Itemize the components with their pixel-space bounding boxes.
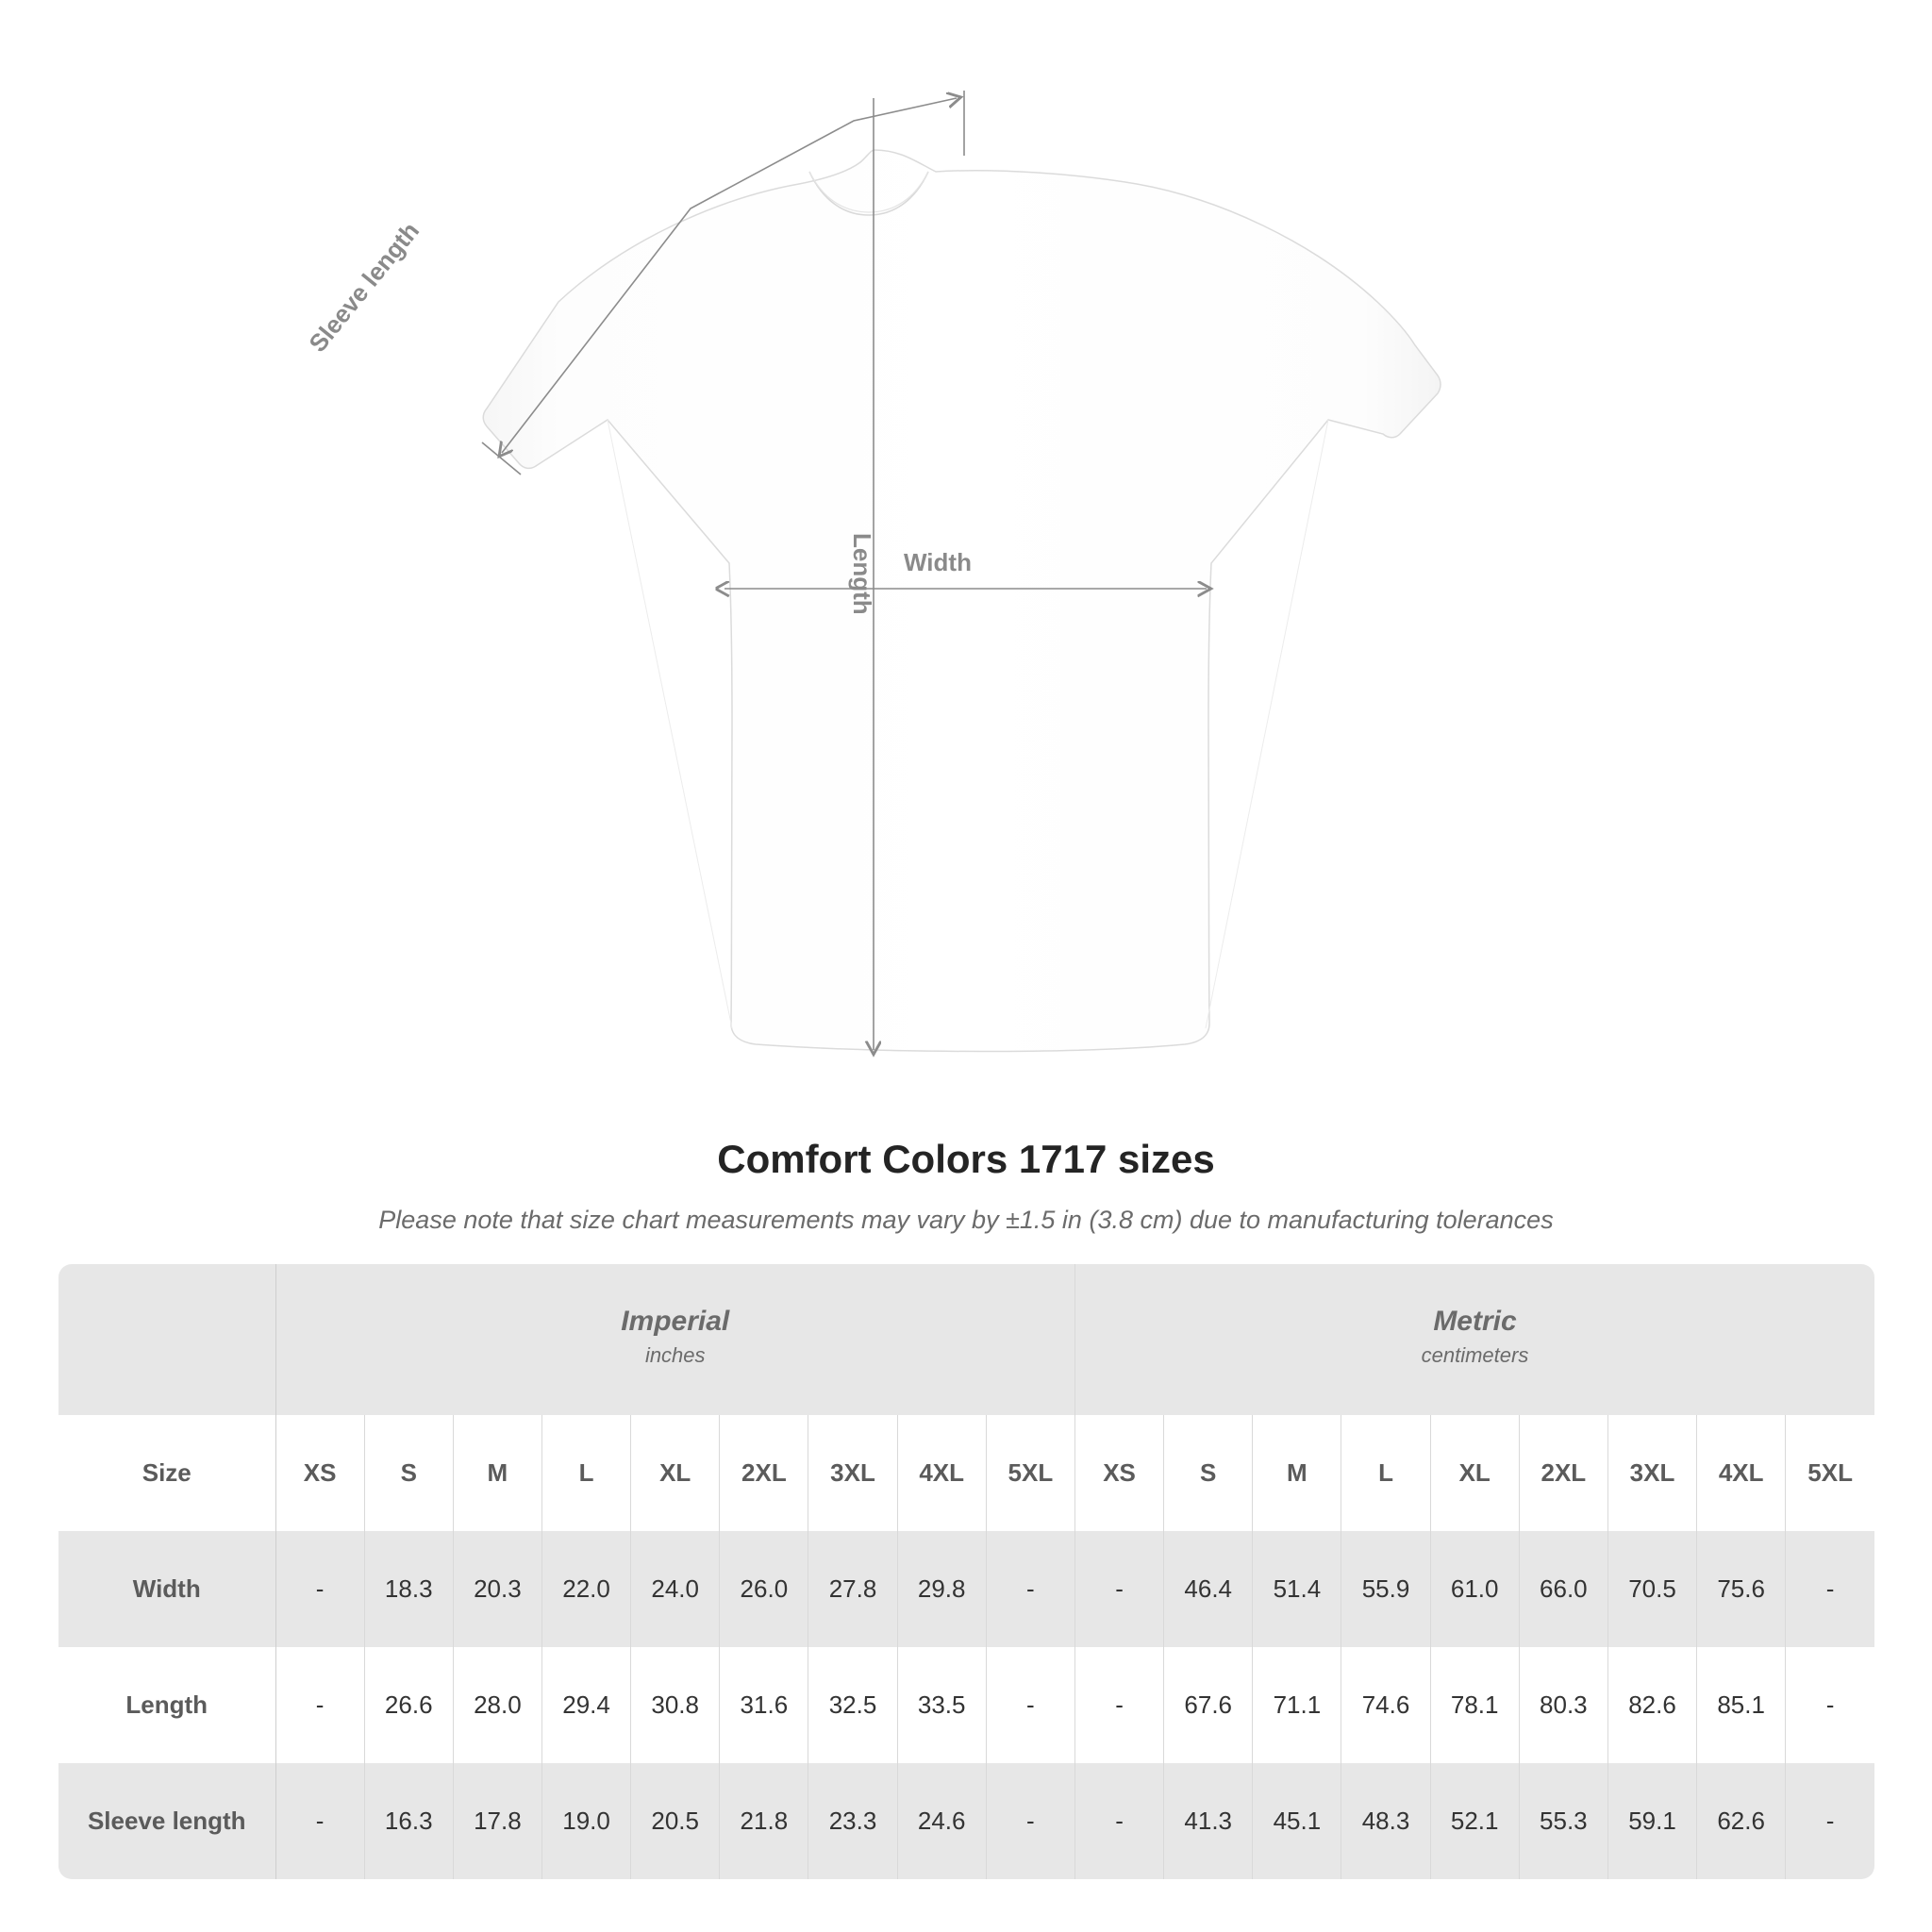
svg-text:Sleeve length: Sleeve length — [303, 217, 425, 358]
svg-text:Width: Width — [904, 548, 972, 576]
svg-text:Length: Length — [848, 533, 876, 615]
